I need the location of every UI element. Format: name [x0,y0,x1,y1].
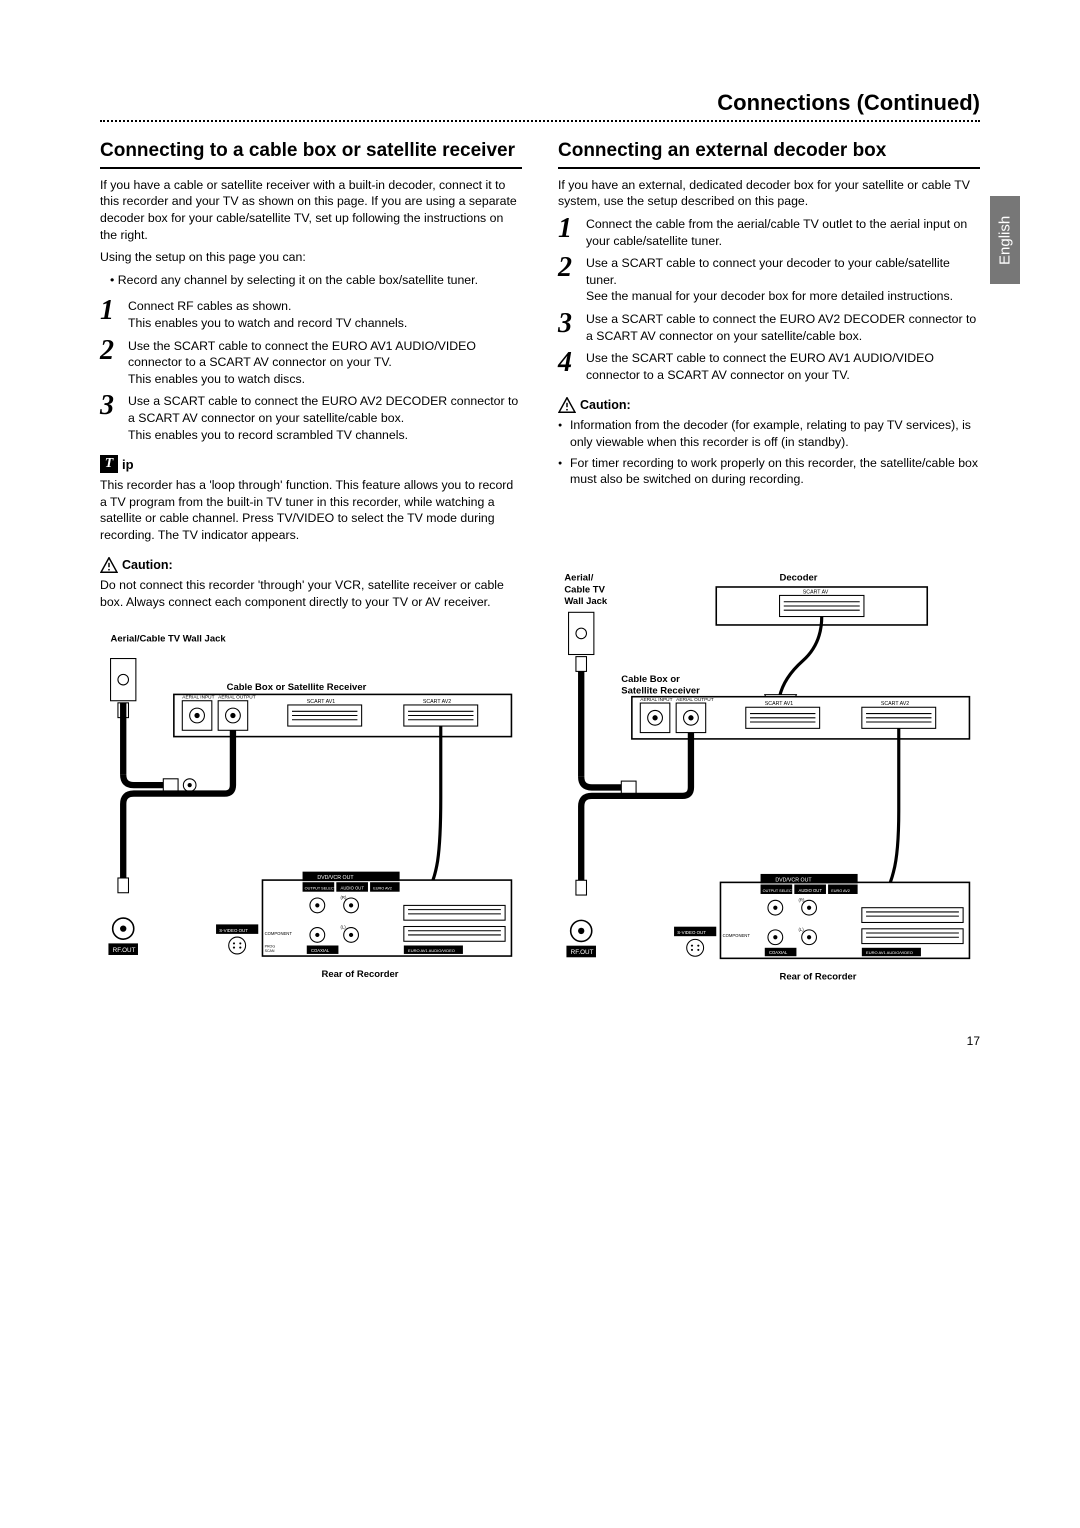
left-step-1: 1 Connect RF cables as shown. This enabl… [100,298,522,331]
right-diagram-svg: Aerial/Cable TVWall Jack Decoder SCART A… [558,568,980,1022]
left-step-3: 3 Use a SCART cable to connect the EURO … [100,393,522,443]
svg-text:EURO AV2: EURO AV2 [373,886,392,890]
svg-text:AUDIO OUT: AUDIO OUT [341,885,365,890]
left-step-3-line-b: This enables you to record scrambled TV … [128,427,522,444]
svg-text:(L): (L) [799,927,805,932]
left-diagram-svg: Aerial/Cable TV Wall Jack Cable Box or S… [100,629,522,1019]
svg-text:COMPONENT: COMPONENT [723,933,751,938]
right-caution-b2: For timer recording to work properly on … [558,455,980,488]
svg-text:COAXIAL: COAXIAL [769,950,788,955]
tip-icon: T [100,455,118,473]
svg-text:COMPONENT: COMPONENT [265,931,293,936]
right-intro: If you have an external, dedicated decod… [558,177,980,210]
svg-text:(R): (R) [341,895,347,900]
svg-text:EURO AV1 AUDIO/VIDEO: EURO AV1 AUDIO/VIDEO [408,947,455,952]
step-number-3: 3 [100,393,122,443]
label-cable-box-r: Cable Box orSatellite Receiver [621,674,700,697]
right-caution-b1: Information from the decoder (for exampl… [558,417,980,450]
left-bullet-1: Record any channel by selecting it on th… [110,272,522,289]
svg-text:S-VIDEO OUT: S-VIDEO OUT [219,927,248,932]
svg-text:DVD/VCR OUT: DVD/VCR OUT [775,877,812,883]
left-caution-heading: Caution: [100,557,522,573]
dotted-rule [100,120,980,122]
left-heading: Connecting to a cable box or satellite r… [100,140,522,169]
right-step-2: 2 Use a SCART cable to connect your deco… [558,255,980,305]
right-caution-list: Information from the decoder (for exampl… [558,417,980,487]
label-wall-jack-r: Aerial/Cable TVWall Jack [564,572,608,606]
step-number-2r: 2 [558,255,580,305]
svg-text:SCART AV1: SCART AV1 [307,699,335,705]
right-step-1-body: Connect the cable from the aerial/cable … [586,216,980,249]
left-intro-1: If you have a cable or satellite receive… [100,177,522,243]
left-caution-label: Caution: [122,558,173,572]
step-number-2: 2 [100,338,122,388]
left-diagram: Aerial/Cable TV Wall Jack Cable Box or S… [100,629,522,1024]
right-step-4-body: Use the SCART cable to connect the EURO … [586,350,980,383]
svg-text:RF.OUT: RF.OUT [113,946,136,953]
right-step-4: 4 Use the SCART cable to connect the EUR… [558,350,980,383]
svg-text:OUTPUT SELECT: OUTPUT SELECT [763,889,795,893]
page-number: 17 [100,1034,980,1048]
svg-text:EURO AV2: EURO AV2 [831,889,850,893]
label-decoder: Decoder [780,572,818,583]
left-step-1-line-b: This enables you to watch and record TV … [128,315,522,332]
right-heading: Connecting an external decoder box [558,140,980,169]
label-rear-recorder: Rear of Recorder [322,969,399,980]
left-caution-body: Do not connect this recorder 'through' y… [100,577,522,610]
right-step-1: 1 Connect the cable from the aerial/cabl… [558,216,980,249]
right-step-2-body-a: Use a SCART cable to connect your decode… [586,255,980,288]
svg-text:SCART AV2: SCART AV2 [423,699,451,705]
two-column-layout: Connecting to a cable box or satellite r… [100,140,980,1026]
step-number-1: 1 [100,298,122,331]
svg-text:PROGSCAN: PROGSCAN [265,944,276,952]
tip-heading: T ip [100,455,522,473]
label-cable-box: Cable Box or Satellite Receiver [227,682,367,693]
right-step-3: 3 Use a SCART cable to connect the EURO … [558,311,980,344]
left-step-2-line-a: Use the SCART cable to connect the EURO … [128,338,522,371]
language-tab: English [990,196,1020,284]
svg-text:SCART AV2: SCART AV2 [881,701,909,707]
right-step-2-body-b: See the manual for your decoder box for … [586,288,980,305]
svg-text:SCART AV1: SCART AV1 [765,701,793,707]
svg-text:AERIAL OUTPUT: AERIAL OUTPUT [676,697,714,703]
left-step-2-line-b: This enables you to watch discs. [128,371,522,388]
svg-text:(R): (R) [799,897,805,902]
svg-text:AERIAL INPUT: AERIAL INPUT [640,697,672,703]
left-column: Connecting to a cable box or satellite r… [100,140,522,1026]
tip-body: This recorder has a 'loop through' funct… [100,477,522,543]
label-rear-recorder-r: Rear of Recorder [780,971,857,982]
svg-text:(L): (L) [341,924,347,929]
warning-icon [100,557,118,573]
svg-text:DVD/VCR OUT: DVD/VCR OUT [317,875,354,881]
step-number-4r: 4 [558,350,580,383]
right-column: Connecting an external decoder box If yo… [558,140,980,1026]
left-step-2: 2 Use the SCART cable to connect the EUR… [100,338,522,388]
svg-text:AERIAL INPUT: AERIAL INPUT [182,694,214,700]
page-title: Connections (Continued) [100,90,980,116]
right-step-3-body: Use a SCART cable to connect the EURO AV… [586,311,980,344]
tip-label: ip [122,457,134,472]
warning-icon [558,397,576,413]
svg-text:OUTPUT SELECT: OUTPUT SELECT [305,886,337,890]
svg-text:SCART AV: SCART AV [803,589,829,595]
left-bullet-list: Record any channel by selecting it on th… [100,272,522,289]
right-diagram: Aerial/Cable TVWall Jack Decoder SCART A… [558,568,980,1027]
right-caution-label: Caution: [580,398,631,412]
svg-text:RF.OUT: RF.OUT [571,949,594,956]
right-caution-heading: Caution: [558,397,980,413]
step-number-3r: 3 [558,311,580,344]
step-number-1r: 1 [558,216,580,249]
svg-text:AUDIO OUT: AUDIO OUT [799,888,823,893]
label-wall-jack: Aerial/Cable TV Wall Jack [111,633,227,644]
left-intro-2: Using the setup on this page you can: [100,249,522,266]
svg-text:S-VIDEO OUT: S-VIDEO OUT [677,930,706,935]
svg-text:AERIAL OUTPUT: AERIAL OUTPUT [218,694,256,700]
svg-text:EURO AV1 AUDIO/VIDEO: EURO AV1 AUDIO/VIDEO [866,950,913,955]
left-step-1-line-a: Connect RF cables as shown. [128,298,522,315]
svg-text:COAXIAL: COAXIAL [311,947,330,952]
left-step-3-line-a: Use a SCART cable to connect the EURO AV… [128,393,522,426]
